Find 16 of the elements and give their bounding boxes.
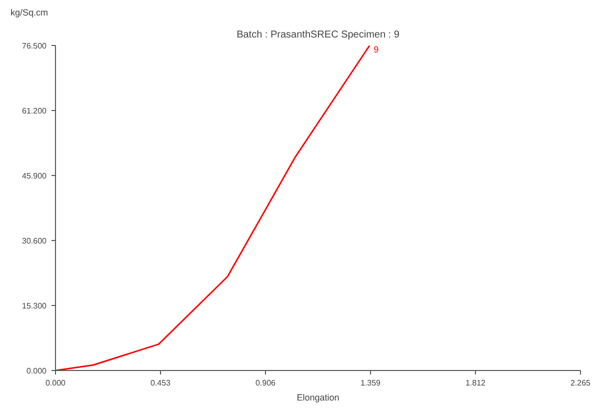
x-tick-label: 1.812 (465, 378, 486, 388)
y-tick-label: 76.500 (22, 42, 48, 50)
x-tick-label: 2.265 (570, 378, 592, 388)
x-axis-title: Elongation (296, 392, 340, 402)
y-axis-title: kg/Sq.cm (10, 8, 48, 18)
annotation: 9 (374, 44, 379, 54)
y-tick-label: 61.200 (22, 106, 48, 116)
x-tick-label: 0.453 (150, 378, 172, 388)
y-tick-label: 30.600 (22, 236, 48, 246)
y-tick-label: 45.900 (22, 172, 48, 180)
x-tick-label: 1.359 (360, 378, 382, 388)
y-tick-label: 0.000 (26, 366, 48, 376)
y-tick-label: 15.300 (22, 302, 48, 310)
chart-title: Batch : PrasanthSREC Specimen : 9 (236, 30, 400, 40)
x-tick-label: 0.906 (255, 378, 276, 388)
x-tick-label: 0.000 (45, 378, 66, 388)
